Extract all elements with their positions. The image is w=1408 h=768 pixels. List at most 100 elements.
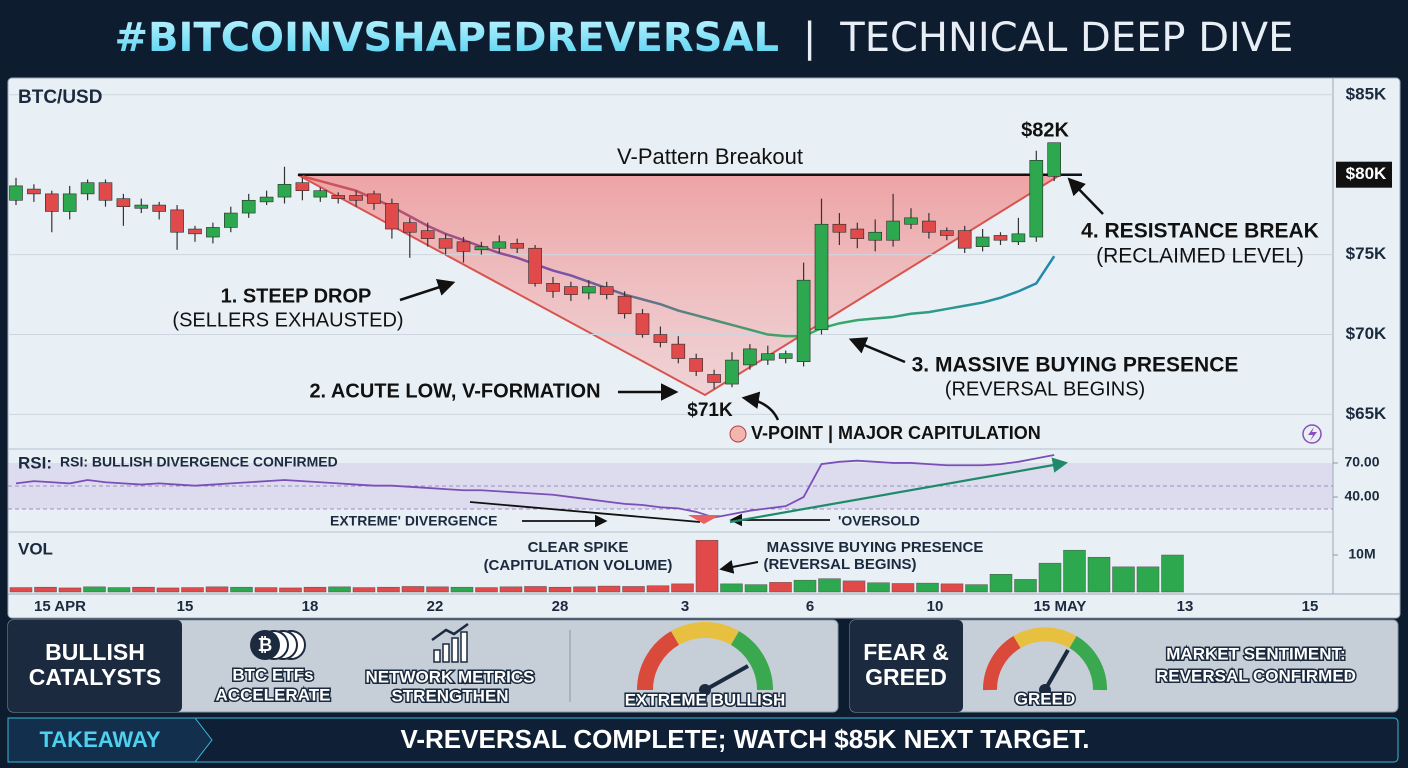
candle-body (367, 193, 381, 204)
annotation: V-POINT | MAJOR CAPITULATION (751, 423, 1041, 443)
annotation: (CAPITULATION VOLUME) (484, 557, 673, 574)
candle-body (671, 343, 686, 359)
candle-body (796, 279, 811, 362)
volume-bar (867, 582, 890, 593)
catalysts-label: CATALYSTS (29, 664, 161, 690)
volume-bar (597, 585, 621, 593)
catalyst-text: BTC ETFs (232, 665, 313, 684)
annotation: (REVERSAL BEGINS) (945, 378, 1145, 400)
volume-bar (1087, 556, 1111, 593)
volume-bar (1063, 549, 1086, 593)
candle-body (957, 230, 972, 249)
annotation: 3. MASSIVE BUYING PRESENCE (912, 354, 1239, 377)
annotation: 1. STEEP DROP (221, 285, 372, 307)
takeaway-label: TAKEAWAY (39, 727, 160, 752)
volume-bar (83, 586, 106, 593)
y-tick-label: $70K (1346, 324, 1387, 343)
annotation: 4. RESISTANCE BREAK (1081, 220, 1319, 243)
candle-body (689, 358, 704, 372)
candle-body (80, 182, 95, 195)
annotation: RSI: BULLISH DIVERGENCE CONFIRMED (60, 454, 338, 470)
volume-bar (965, 584, 988, 593)
candle-body (331, 195, 346, 199)
volume-bar (1161, 554, 1184, 593)
divergence-arrow (729, 457, 1069, 524)
header-title: TECHNICAL DEEP DIVE (839, 15, 1293, 61)
catalyst-text: STRENGTHEN (391, 686, 508, 705)
divergence-line (469, 501, 701, 523)
candle-body (993, 235, 1008, 241)
arrow (741, 391, 780, 421)
flash-icon (1302, 424, 1322, 444)
candle-body (617, 295, 632, 315)
gauge-label: EXTREME BULLISH (625, 690, 786, 709)
gauge-bullish (636, 621, 774, 696)
metrics-icon (431, 622, 469, 663)
candle-body (402, 222, 417, 233)
volume-bar (842, 580, 866, 593)
arrow (848, 337, 906, 364)
annotation: 'OVERSOLD (838, 513, 920, 529)
volume-bar (940, 583, 964, 593)
volume-bar (769, 582, 792, 593)
candle-body (528, 247, 542, 284)
rsi-title: RSI: (18, 453, 52, 472)
candle-body (277, 183, 292, 198)
volume-bar (1136, 566, 1160, 593)
oversold-marker (688, 515, 720, 524)
candle-body (456, 241, 471, 252)
annotation: $71K (687, 400, 733, 421)
annotation: EXTREME' DIVERGENCE (330, 513, 497, 529)
fear-greed-label: FEAR & (863, 639, 949, 665)
plot: $65K $70K $75K $80K $85K 15 APR 15 18 22 28 3 6 10 15… (8, 84, 1392, 615)
volume-bar (671, 583, 694, 593)
candle-body (474, 246, 489, 251)
candle-body (241, 199, 256, 214)
x-tick-label: 18 (302, 598, 319, 615)
volume-bar (1112, 566, 1135, 593)
volume-bar (548, 586, 572, 593)
volume-bar (475, 587, 498, 593)
arrows (399, 177, 1104, 421)
annotation: MASSIVE BUYING PRESENCE (767, 539, 984, 556)
y-tick-label: $65K (1346, 404, 1387, 423)
volume-bar (34, 586, 57, 593)
candle-body (778, 353, 793, 359)
y-tick-label: $80K (1346, 164, 1387, 183)
catalysts-label: BULLISH (45, 639, 145, 665)
annotation: $82K (1021, 119, 1069, 141)
candle-body (438, 238, 453, 249)
candle-body (27, 188, 41, 195)
volume-bar (279, 587, 302, 593)
volume-bar (499, 586, 523, 593)
gauge-greed (982, 627, 1108, 696)
volume-bar (989, 573, 1013, 593)
volume-bar (254, 587, 278, 593)
volume-bar (156, 587, 180, 593)
annotation: (RECLAIMED LEVEL) (1096, 245, 1304, 268)
volume-bar (720, 583, 743, 593)
coins-icon: ₿ (250, 630, 306, 660)
candle-body (152, 204, 166, 212)
candle-body (62, 193, 77, 212)
candle-body (868, 231, 883, 241)
volume-bar (377, 586, 400, 593)
y-tick-label: $85K (1346, 84, 1387, 103)
candle-body (922, 220, 936, 233)
volume-bar (622, 586, 645, 593)
volume-bar (107, 587, 131, 593)
volume-bar (573, 586, 596, 593)
volume-bar (303, 586, 327, 593)
annotation: V-Pattern Breakout (617, 144, 803, 169)
candle-body (707, 374, 721, 383)
volume-bar (352, 587, 376, 593)
volume-bar (818, 578, 841, 593)
candle-body (385, 203, 399, 230)
rsi-line (15, 454, 1055, 519)
candle-body (1011, 233, 1026, 243)
candle-body (564, 286, 578, 295)
candle-body (188, 228, 202, 235)
arrow (1067, 177, 1104, 215)
candle-body (1047, 142, 1061, 177)
